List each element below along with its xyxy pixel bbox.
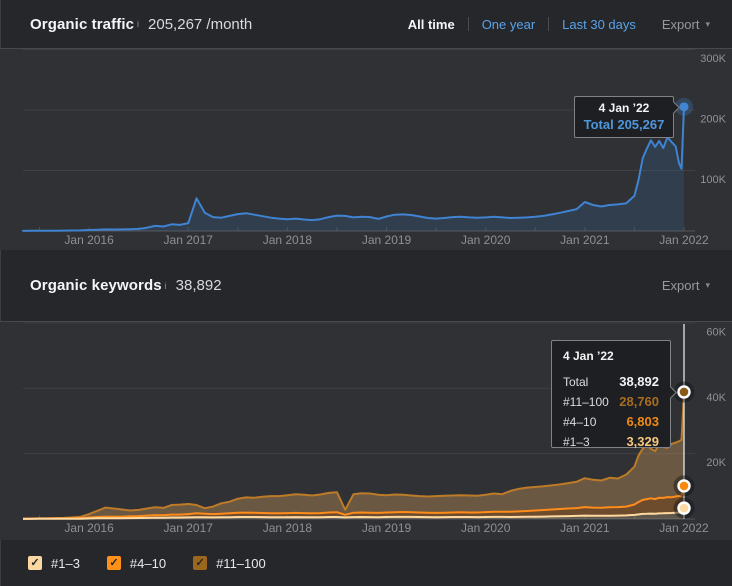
info-icon[interactable]: i (164, 280, 167, 291)
svg-text:300K: 300K (700, 53, 726, 65)
svg-text:Jan 2019: Jan 2019 (362, 521, 412, 535)
tooltip-row-total: Total 38,892 (563, 374, 659, 389)
organic-traffic-header: Organic traffic i 205,267 /month All tim… (0, 0, 732, 48)
svg-text:Jan 2019: Jan 2019 (362, 233, 412, 247)
organic-keywords-title: Organic keywords (30, 277, 162, 294)
checkbox-checked-icon[interactable]: ✓ (28, 556, 42, 570)
svg-text:Jan 2016: Jan 2016 (64, 521, 114, 535)
tab-all-time[interactable]: All time (407, 16, 455, 32)
chevron-down-icon: ▾ (705, 18, 710, 29)
svg-text:Jan 2021: Jan 2021 (560, 521, 610, 535)
tooltip-date: 4 Jan ’22 (563, 349, 614, 363)
legend-item-1-3[interactable]: ✓ #1–3 (28, 556, 80, 571)
svg-text:100K: 100K (700, 174, 726, 186)
organic-traffic-value: 205,267 /month (148, 15, 253, 33)
date-range-tabs: All time One year Last 30 days (408, 17, 636, 32)
tooltip-date: 4 Jan ’22 (598, 101, 650, 115)
export-label: Export (661, 278, 700, 293)
organic-keywords-header: Organic keywords i 38,892 Export ▾ (0, 250, 732, 321)
organic-traffic-chart[interactable]: 100K 200K 300K Jan 2016 Jan 2017 Jan 2018 Jan … (0, 49, 732, 251)
svg-text:20K: 20K (706, 457, 726, 469)
info-icon[interactable]: i (137, 19, 140, 29)
svg-text:Jan 2017: Jan 2017 (164, 521, 214, 535)
export-label: Export (661, 16, 700, 32)
checkbox-checked-icon[interactable]: ✓ (193, 556, 208, 570)
export-traffic-button[interactable]: Export ▾ (662, 17, 710, 32)
organic-keywords-chart[interactable]: 20K 40K 60K Jan 2016 Jan 2017 Jan 2018 Jan 201… (0, 322, 732, 541)
svg-text:Jan 2020: Jan 2020 (461, 521, 511, 535)
tab-one-year[interactable]: One year (481, 16, 536, 32)
svg-text:Jan 2020: Jan 2020 (461, 233, 511, 247)
organic-keywords-value: 38,892 (175, 277, 222, 294)
legend-label: #4–10 (129, 555, 167, 571)
keywords-tooltip: 4 Jan ’22 Total 38,892 #11–100 28,760 #4… (551, 340, 671, 449)
svg-text:Jan 2021: Jan 2021 (560, 233, 610, 247)
tooltip-row-11-100: #11–100 28,760 (563, 394, 659, 409)
svg-text:Jan 2022: Jan 2022 (659, 521, 709, 535)
organic-traffic-title: Organic traffic (30, 15, 135, 33)
svg-text:Jan 2018: Jan 2018 (263, 233, 313, 247)
tooltip-row-4-10: #4–10 6,803 (563, 414, 659, 429)
chevron-down-icon: ▾ (705, 280, 710, 290)
svg-text:Jan 2017: Jan 2017 (164, 233, 214, 247)
tab-separator (467, 17, 469, 31)
export-keywords-button[interactable]: Export ▾ (662, 278, 710, 293)
organic-traffic-chart-panel: 100K 200K 300K Jan 2016 Jan 2017 Jan 2018 Jan … (0, 48, 732, 250)
tab-last-30-days[interactable]: Last 30 days (562, 16, 636, 32)
legend-item-11-100[interactable]: ✓ #11–100 (193, 556, 266, 571)
svg-text:Jan 2016: Jan 2016 (64, 233, 114, 247)
keywords-legend: ✓ #1–3 ✓ #4–10 ✓ #11–100 (0, 540, 732, 586)
tooltip-total: Total 205,267 (583, 117, 665, 132)
tooltip-row-1-3: #1–3 3,329 (563, 434, 659, 449)
tab-separator (548, 17, 550, 31)
svg-text:Jan 2018: Jan 2018 (263, 521, 313, 535)
svg-text:Jan 2022: Jan 2022 (659, 233, 709, 247)
svg-text:200K: 200K (700, 114, 726, 126)
legend-label: #11–100 (216, 555, 266, 571)
traffic-tooltip: 4 Jan ’22 Total 205,267 (574, 96, 674, 138)
organic-keywords-chart-panel: 20K 40K 60K Jan 2016 Jan 2017 Jan 2018 Jan 201… (0, 321, 732, 540)
legend-item-4-10[interactable]: ✓ #4–10 (106, 555, 167, 571)
svg-text:60K: 60K (706, 327, 726, 339)
legend-label: #1–3 (51, 555, 80, 571)
svg-text:40K: 40K (706, 392, 726, 404)
checkbox-checked-icon[interactable]: ✓ (106, 556, 121, 570)
